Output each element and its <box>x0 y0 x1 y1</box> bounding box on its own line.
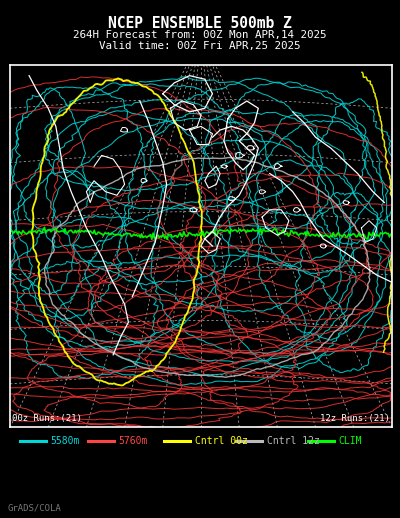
Text: 5760m: 5760m <box>119 436 148 447</box>
Text: GrADS/COLA: GrADS/COLA <box>8 504 62 513</box>
Text: 5580m: 5580m <box>51 436 80 447</box>
Text: 264H Forecast from: 00Z Mon APR,14 2025: 264H Forecast from: 00Z Mon APR,14 2025 <box>73 30 327 39</box>
Text: Valid time: 00Z Fri APR,25 2025: Valid time: 00Z Fri APR,25 2025 <box>99 41 301 51</box>
Text: Cntrl 12z: Cntrl 12z <box>267 436 320 447</box>
Text: 00z Runs:(21): 00z Runs:(21) <box>12 414 82 423</box>
Text: Cntrl 00z: Cntrl 00z <box>195 436 248 447</box>
Text: NCEP ENSEMBLE 500mb Z: NCEP ENSEMBLE 500mb Z <box>108 16 292 31</box>
Text: 12z Runs:(21): 12z Runs:(21) <box>320 414 390 423</box>
Text: CLIM: CLIM <box>339 436 362 447</box>
